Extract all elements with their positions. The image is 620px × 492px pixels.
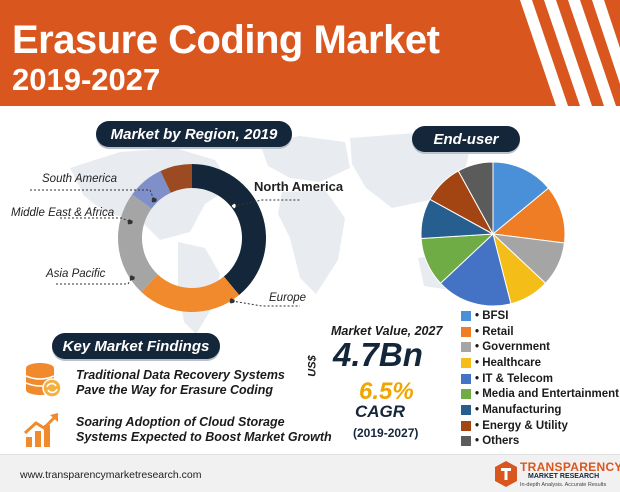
region-label-middle-east-africa: Middle East & Africa — [11, 207, 115, 219]
legend-swatch — [461, 310, 471, 321]
legend-item-government: • Government — [461, 339, 619, 355]
slice-asia-pacific — [118, 194, 158, 292]
region-label-north-america: North America — [254, 179, 344, 194]
finding-line: Soaring Adoption of Cloud Storage — [76, 415, 285, 429]
slice-it-and-telecom — [439, 233, 512, 307]
legend-label: • Government — [475, 341, 550, 354]
leader-dot — [229, 298, 235, 304]
legend-swatch — [461, 357, 471, 368]
legend-item-bfsi: • BFSI — [461, 308, 619, 324]
brand-tagline: In-depth Analysis. Accurate Results — [520, 482, 607, 488]
legend-item-it-and-telecom: • IT & Telecom — [461, 371, 619, 387]
legend-label: • IT & Telecom — [475, 372, 553, 385]
legend-item-retail: • Retail — [461, 324, 619, 340]
cagr-period: (2019-2027) — [353, 426, 419, 440]
legend-item-others: • Others — [461, 434, 619, 450]
enduser-legend: • BFSI • Retail • Government • Healthcare • … — [461, 308, 619, 449]
market-value-currency: US$ — [306, 355, 319, 377]
page-title: Erasure Coding Market — [12, 18, 440, 62]
section-title-enduser: End-user — [412, 126, 520, 152]
finding-item: Soaring Adoption of Cloud Storage System… — [76, 415, 332, 445]
legend-swatch — [461, 342, 471, 353]
legend-swatch — [461, 420, 471, 431]
legend-item-healthcare: • Healthcare — [461, 355, 619, 371]
database-refresh-icon — [25, 363, 62, 398]
leader-dot — [151, 197, 157, 203]
slice-south-america — [160, 164, 192, 193]
legend-label: • Retail — [475, 325, 514, 338]
section-title-findings: Key Market Findings — [52, 333, 220, 359]
header-stripes-decoration — [520, 0, 620, 106]
legend-swatch — [461, 436, 471, 447]
market-value-amount: 4.7Bn — [333, 336, 423, 373]
brand-logo-icon — [495, 461, 517, 487]
leader-south-america — [30, 189, 155, 201]
slice-bfsi — [492, 161, 550, 236]
region-label-asia-pacific: Asia Pacific — [46, 268, 106, 280]
brand-name: TRANSPARENCY — [520, 460, 620, 474]
slice-north-america — [192, 164, 266, 296]
legend-label: • BFSI — [475, 309, 509, 322]
slice-middle-east-and-africa — [132, 171, 171, 209]
brand-subtitle: MARKET RESEARCH — [528, 473, 600, 480]
legend-item-manufacturing: • Manufacturing — [461, 402, 619, 418]
leader-dot — [127, 219, 133, 225]
legend-label: • Media and Entertainment — [475, 388, 619, 401]
leader-dot — [231, 203, 237, 209]
page-subtitle-period: 2019-2027 — [12, 62, 161, 97]
legend-swatch — [461, 389, 471, 400]
legend-swatch — [461, 326, 471, 337]
leader-dot — [129, 275, 135, 281]
legend-item-energy-and-utility: • Energy & Utility — [461, 418, 619, 434]
leader-north-america — [233, 199, 300, 207]
leader-middle-east — [60, 217, 131, 223]
section-title-region: Market by Region, 2019 — [96, 121, 292, 147]
footer-website-link[interactable]: www.transparencymarketresearch.com — [20, 469, 202, 481]
enduser-pie-chart — [420, 161, 566, 307]
legend-swatch — [461, 404, 471, 415]
finding-item: Traditional Data Recovery Systems Pave t… — [76, 368, 285, 398]
market-value-label: Market Value, 2027 — [331, 324, 443, 338]
legend-label: • Others — [475, 435, 520, 448]
cagr-label: CAGR — [355, 402, 406, 421]
legend-item-media-and-entertainment: • Media and Entertainment — [461, 386, 619, 402]
growth-chart-icon — [23, 413, 58, 447]
legend-label: • Energy & Utility — [475, 419, 568, 432]
finding-line: Systems Expected to Boost Market Growth — [76, 430, 332, 444]
slice-others — [457, 161, 494, 235]
legend-label: • Healthcare — [475, 356, 542, 369]
slice-retail — [491, 187, 566, 244]
footer: www.transparencymarketresearch.com TRANS… — [0, 454, 620, 492]
legend-label: • Manufacturing — [475, 403, 562, 416]
legend-swatch — [461, 373, 471, 384]
finding-line: Pave the Way for Erasure Coding — [76, 383, 274, 397]
region-donut-chart — [30, 164, 300, 312]
cagr-value: 6.5% — [359, 378, 414, 405]
region-label-south-america: South America — [42, 173, 117, 185]
region-label-europe: Europe — [269, 292, 307, 304]
header-banner: Erasure Coding Market 2019-2027 — [0, 0, 620, 106]
finding-line: Traditional Data Recovery Systems — [76, 368, 285, 382]
slice-europe — [141, 274, 240, 312]
